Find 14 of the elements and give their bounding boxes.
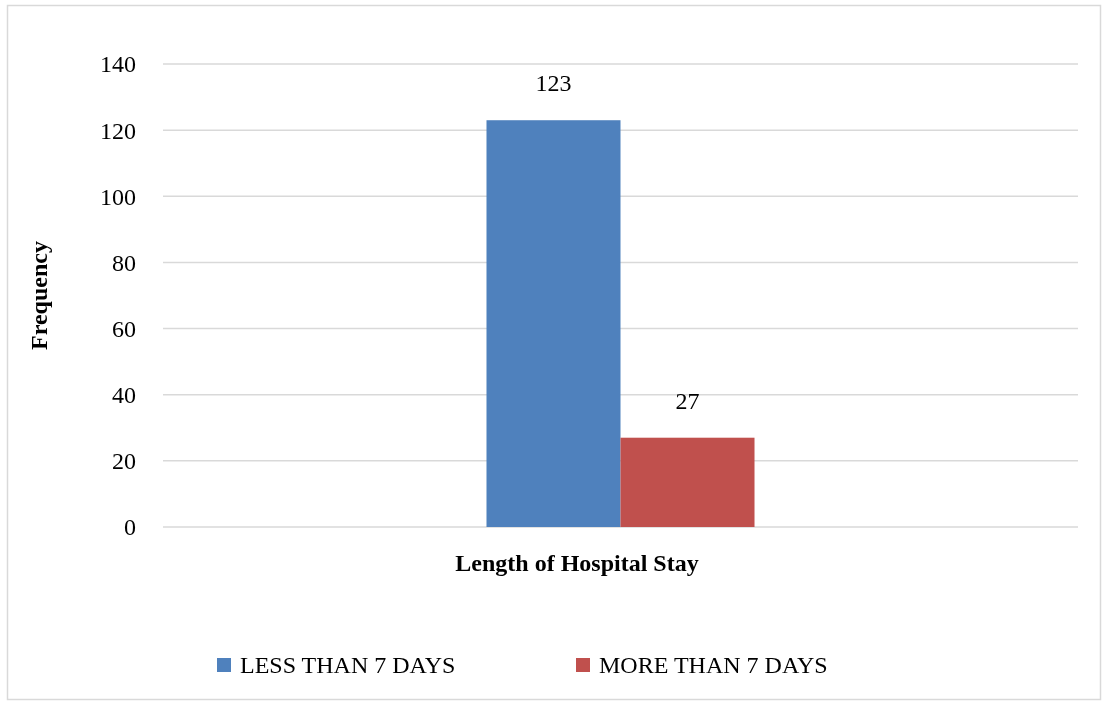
- y-tick-label: 40: [112, 382, 136, 409]
- y-tick-label: 60: [112, 315, 136, 342]
- data-label: 27: [675, 387, 700, 414]
- legend-label: MORE THAN 7 DAYS: [599, 652, 828, 679]
- y-tick-label: 140: [100, 51, 136, 78]
- legend-label: LESS THAN 7 DAYS: [240, 652, 456, 679]
- y-tick-label: 100: [100, 183, 136, 210]
- y-tick-label: 20: [112, 448, 136, 475]
- x-axis-title: Length of Hospital Stay: [455, 550, 699, 576]
- data-label: 123: [535, 70, 572, 97]
- y-tick-label: 80: [112, 249, 136, 276]
- y-tick-label: 0: [124, 514, 136, 541]
- y-axis-title: Frequency: [26, 241, 52, 350]
- y-tick-label: 120: [100, 117, 136, 144]
